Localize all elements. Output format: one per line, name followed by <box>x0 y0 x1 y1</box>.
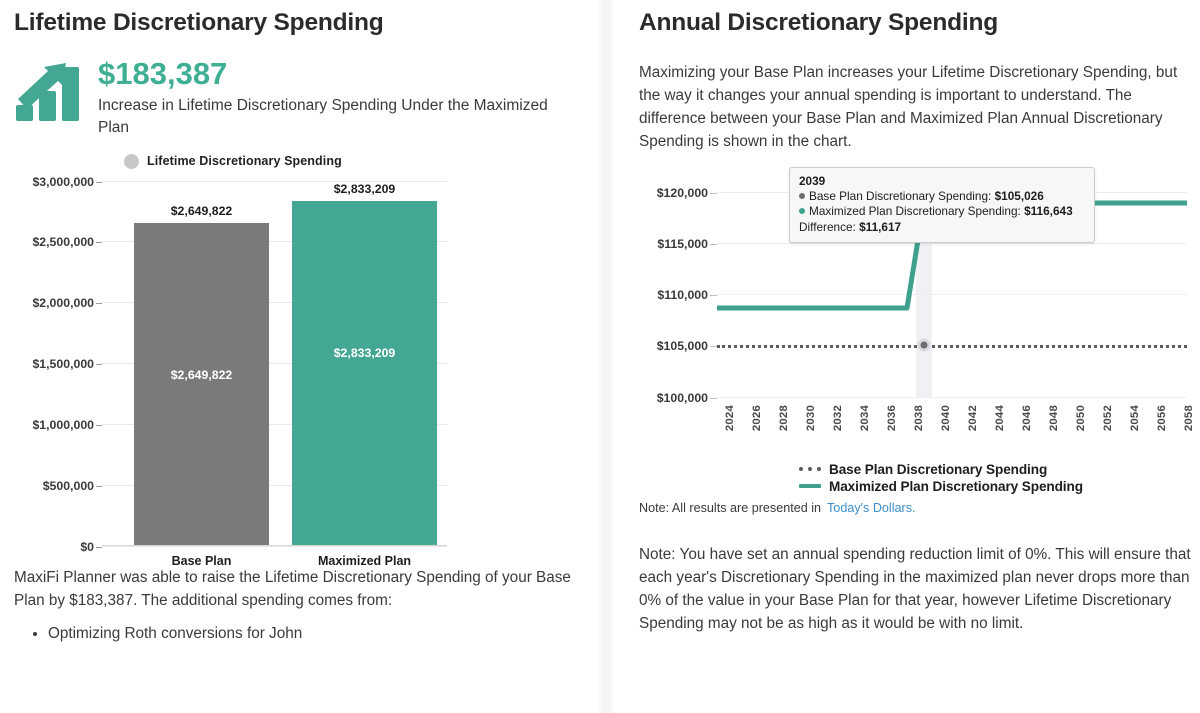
y-tick-label: $1,500,000 <box>32 357 102 372</box>
page-title-lifetime: Lifetime Discretionary Spending <box>14 9 384 36</box>
bar-value-label-top: $2,649,822 <box>170 204 233 219</box>
tooltip-value: $105,026 <box>994 188 1044 203</box>
x-tick-label: 2048 <box>1048 404 1060 431</box>
y-tick-label: $2,000,000 <box>32 296 102 311</box>
note-prefix: Note: All results are presented in <box>639 500 822 515</box>
annual-spending-line-chart: 2039 Base Plan Discretionary Spending: $… <box>639 164 1200 499</box>
tooltip-dot-icon <box>799 192 805 199</box>
legend-item-base-plan[interactable]: Base Plan Discretionary Spending <box>799 462 1083 477</box>
x-tick-label: 2050 <box>1075 404 1087 431</box>
intro-paragraph: Maximizing your Base Plan increases your… <box>639 63 1178 151</box>
tooltip-value: $116,643 <box>1024 204 1073 219</box>
x-tick-label: 2034 <box>859 404 871 431</box>
x-tick-label: 2056 <box>1156 404 1168 431</box>
y-tick-label: $115,000 <box>657 237 717 252</box>
kpi-caption: Increase in Lifetime Discretionary Spend… <box>98 96 548 137</box>
bar-plot-area: $3,000,000 $2,500,000 $2,000,000 $1,500,… <box>32 175 447 568</box>
line-chart-x-axis: 2024 2026 2028 2030 2032 2034 2036 2038 … <box>717 404 1195 455</box>
y-tick-label: $105,000 <box>656 339 718 354</box>
bar-chart-legend[interactable]: Lifetime Discretionary Spending <box>124 153 342 169</box>
tooltip-label: Base Plan Discretionary Spending: <box>809 188 992 203</box>
series-base-plan-line[interactable] <box>717 345 1187 349</box>
x-tick-label: 2058 <box>1183 404 1195 431</box>
kpi-text-block: $183,387 Increase in Lifetime Discretion… <box>90 55 579 140</box>
summary-paragraph: MaxiFi Planner was able to raise the Lif… <box>14 568 571 609</box>
x-tick-label: 2038 <box>913 404 925 431</box>
tooltip-year: 2039 <box>799 173 826 188</box>
y-tick-label: $1,000,000 <box>32 417 102 432</box>
tooltip-row-max: Maximized Plan Discretionary Spending: $… <box>799 204 1085 220</box>
bar-maximized-plan[interactable]: $2,833,209 $2,833,209 <box>292 182 437 546</box>
bar-value-label-inner: $2,649,822 <box>170 368 233 383</box>
marker-base-plan-2039[interactable] <box>917 338 931 352</box>
x-tick-label-maximized-plan: Maximized Plan <box>317 553 412 568</box>
todays-dollars-link[interactable]: Today's Dollars. <box>827 500 916 515</box>
y-tick-label: $120,000 <box>656 186 718 201</box>
bar-legend-label: Lifetime Discretionary Spending <box>147 154 342 169</box>
x-tick-label: 2024 <box>724 404 736 431</box>
bar-base-plan[interactable]: $2,649,822 $2,649,822 <box>134 204 269 546</box>
x-tick-label: 2032 <box>832 404 844 431</box>
kpi-value: $183,387 <box>98 55 228 91</box>
tooltip-dot-icon <box>799 208 805 215</box>
lifetime-spending-panel: Lifetime Discretionary Spending $183,387… <box>0 0 597 713</box>
list-item: Optimizing Roth conversions for John <box>48 623 579 646</box>
chart-tooltip: 2039 Base Plan Discretionary Spending: $… <box>789 166 1095 244</box>
x-axis-line <box>102 544 447 546</box>
legend-label: Base Plan Discretionary Spending <box>829 461 1048 477</box>
x-tick-label: 2030 <box>805 404 817 431</box>
tooltip-difference-value: $11,617 <box>859 219 902 234</box>
x-tick-label: 2028 <box>778 404 790 431</box>
tooltip-label: Maximized Plan Discretionary Spending: <box>809 204 1021 219</box>
bar-value-label-top: $2,833,209 <box>333 181 396 196</box>
x-tick-label: 2054 <box>1129 404 1141 431</box>
y-tick-label: $0 <box>80 539 102 554</box>
tooltip-difference-label: Difference: <box>799 219 856 234</box>
x-tick-label: 2042 <box>967 404 979 431</box>
panel-divider <box>597 0 615 713</box>
y-tick-label: $110,000 <box>657 288 717 303</box>
x-tick-label: 2046 <box>1021 404 1033 431</box>
spending-reduction-limit-note: Note: You have set an annual spending re… <box>639 545 1191 633</box>
line-chart-legend: Base Plan Discretionary Spending Maximiz… <box>799 462 1083 496</box>
x-tick-label: 2040 <box>940 404 952 431</box>
legend-dot-icon <box>124 153 139 169</box>
x-tick-label: 2052 <box>1102 404 1114 431</box>
legend-item-maximized-plan[interactable]: Maximized Plan Discretionary Spending <box>799 479 1083 494</box>
kpi-highlight: $183,387 Increase in Lifetime Discretion… <box>14 55 579 140</box>
summary-bullet-list: Optimizing Roth conversions for John <box>14 623 579 646</box>
bar-value-label-inner: $2,833,209 <box>333 345 396 360</box>
dotted-line-icon <box>799 467 821 472</box>
page-title-annual: Annual Discretionary Spending <box>639 9 999 36</box>
y-tick-label: $3,000,000 <box>32 174 102 189</box>
x-tick-label: 2026 <box>751 404 763 431</box>
y-tick-label: $500,000 <box>42 478 103 493</box>
x-tick-label: 2044 <box>994 404 1006 431</box>
todays-dollars-note: Note: All results are presented in Today'… <box>639 501 1190 515</box>
legend-label: Maximized Plan Discretionary Spending <box>829 478 1083 494</box>
solid-line-icon <box>799 484 821 489</box>
growth-bar-chart-icon <box>14 57 90 128</box>
y-tick-label: $100,000 <box>656 390 718 405</box>
x-tick-label: 2036 <box>886 404 898 431</box>
tooltip-row-difference: Difference: $11,617 <box>799 220 1085 236</box>
lifetime-spending-bar-chart: Lifetime Discretionary Spending $3,000,0… <box>14 153 579 642</box>
x-tick-label-base-plan: Base Plan <box>171 553 232 568</box>
annual-spending-panel: Annual Discretionary Spending Maximizing… <box>615 0 1200 713</box>
tooltip-row-base: Base Plan Discretionary Spending: $105,0… <box>799 189 1085 205</box>
y-tick-label: $2,500,000 <box>32 235 102 250</box>
